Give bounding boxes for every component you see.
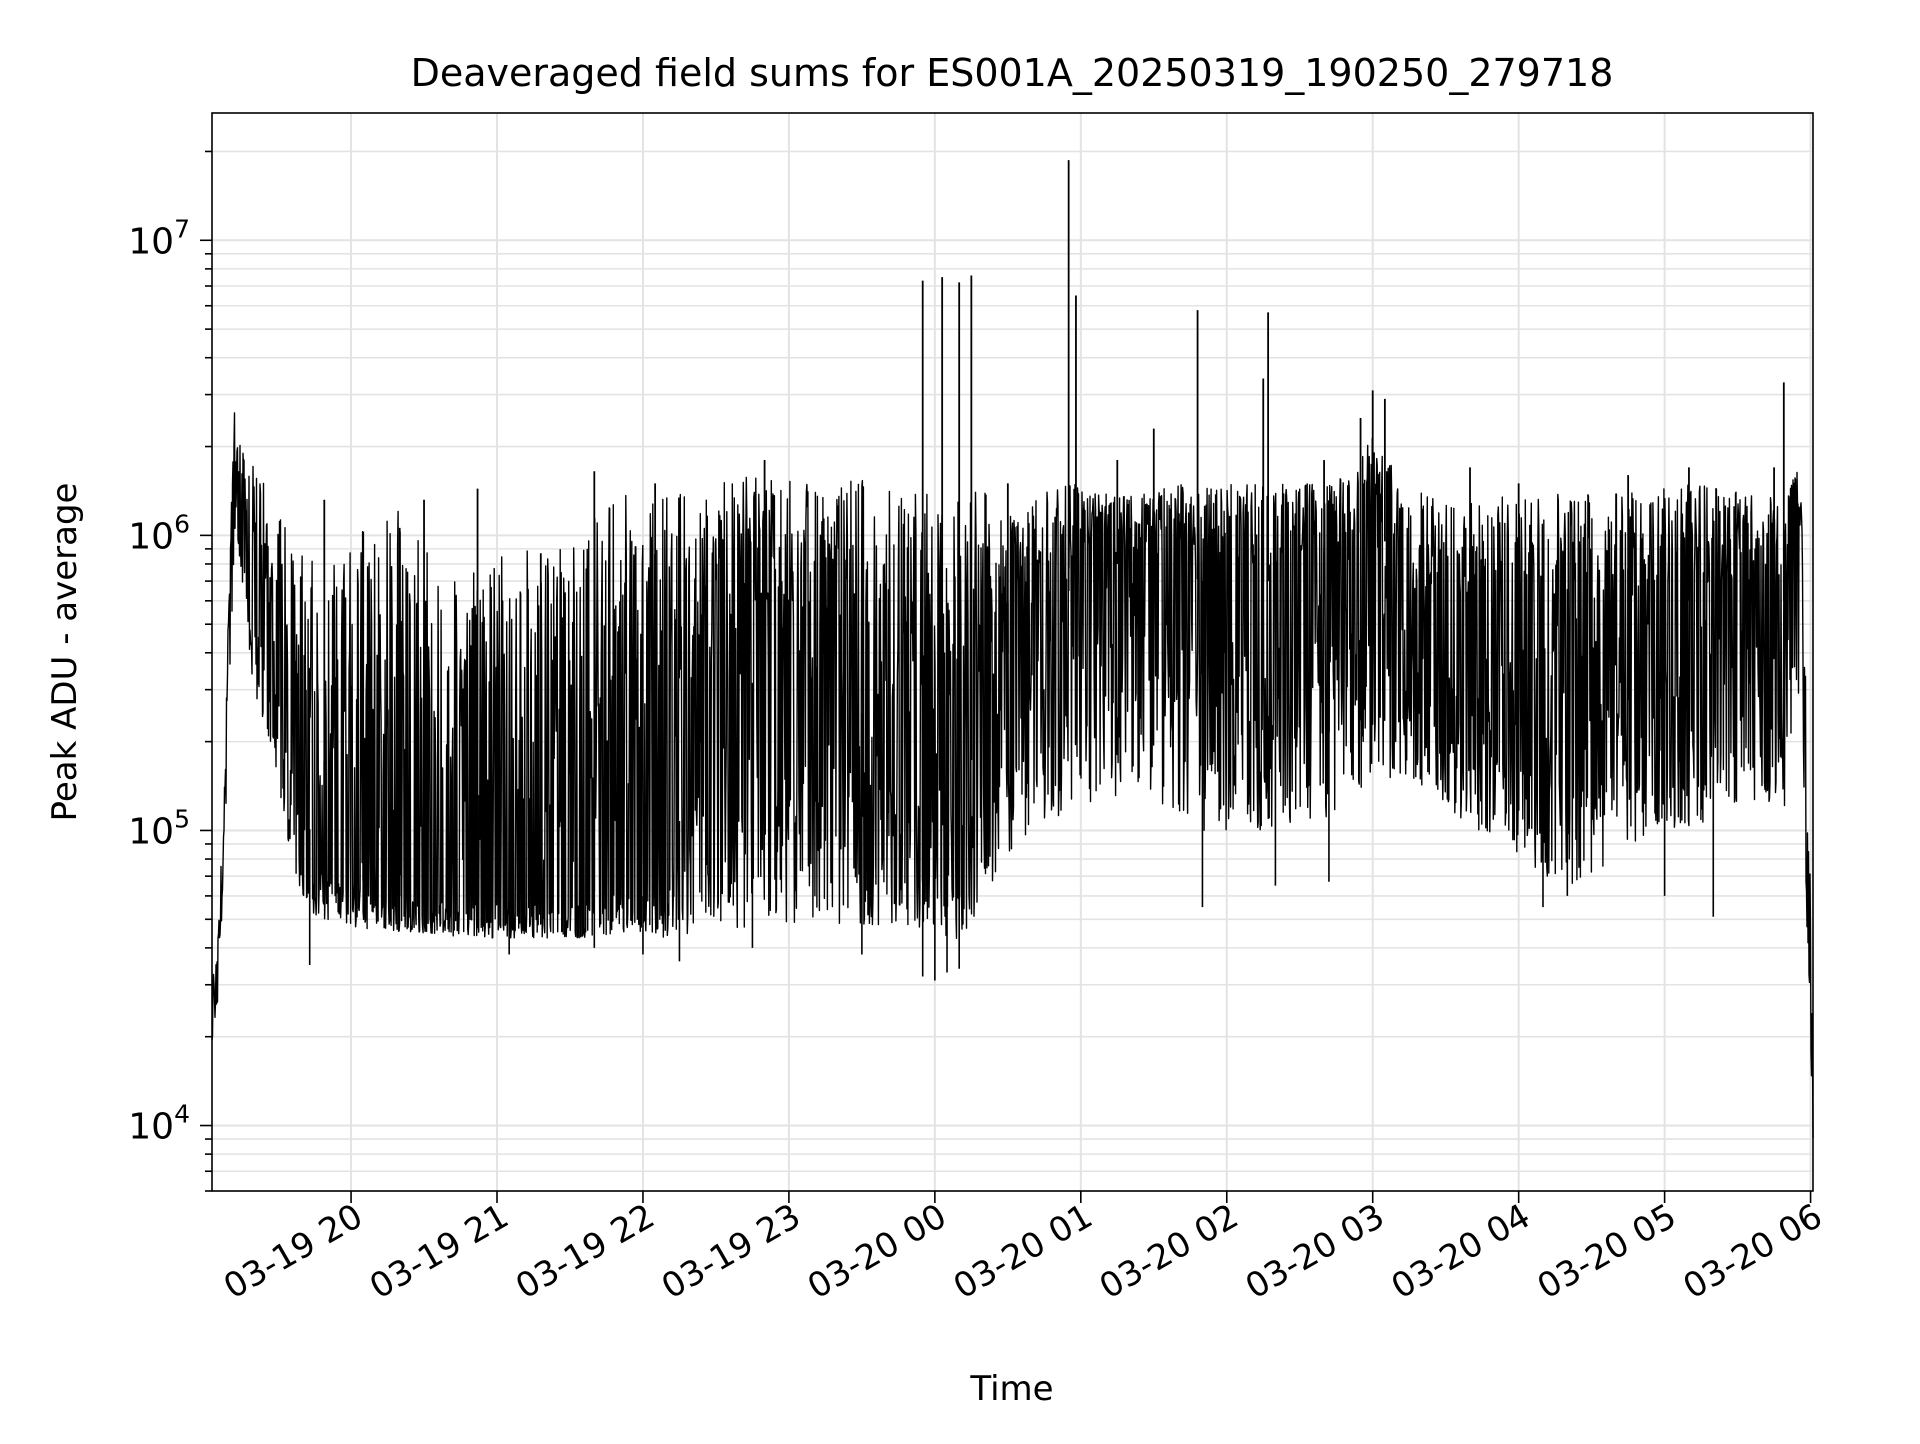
y-tick-label: 105 (128, 804, 190, 852)
y-tick-exponent: 4 (174, 1100, 190, 1129)
y-tick-label: 107 (128, 214, 190, 262)
y-tick-exponent: 6 (174, 509, 190, 538)
chart-title: Deaveraged field sums for ES001A_2025031… (411, 51, 1614, 95)
y-tick-base: 10 (128, 221, 174, 262)
y-tick-base: 10 (128, 516, 174, 557)
y-tick-label: 104 (128, 1100, 190, 1148)
series-line (211, 412, 1814, 1139)
y-axis-label: Peak ADU - average (45, 483, 85, 822)
y-tick-exponent: 7 (174, 214, 190, 243)
y-tick-base: 10 (128, 1107, 174, 1148)
y-tick-label: 106 (128, 509, 190, 557)
plot-area (211, 160, 1814, 1139)
x-axis-label: Time (969, 1369, 1053, 1409)
y-tick-exponent: 5 (174, 804, 190, 833)
y-tick-base: 10 (128, 811, 174, 852)
